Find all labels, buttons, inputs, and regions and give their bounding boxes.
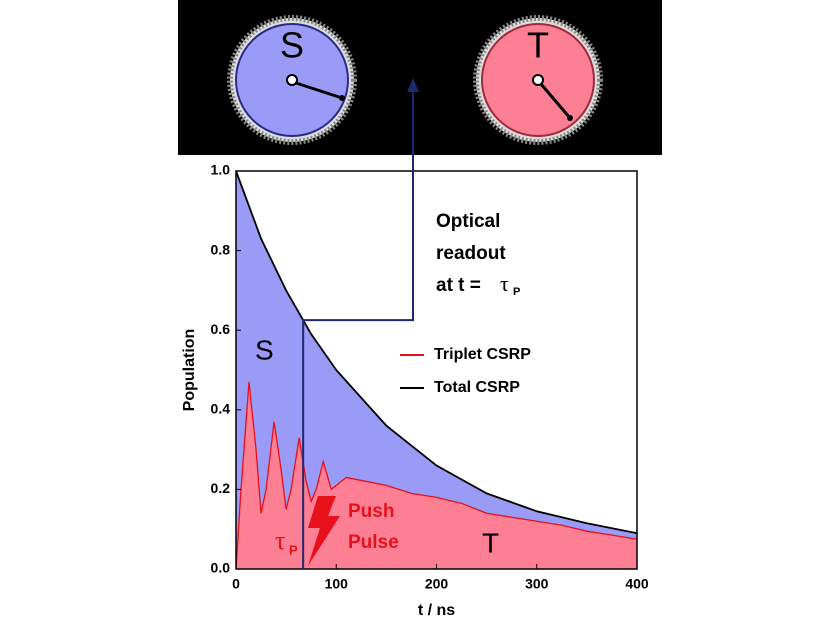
triplet-clock [473,15,603,145]
annotation: Push [348,501,394,522]
area-fill [236,381,637,569]
y-tick-label: 0.0 [211,560,231,576]
area-fill [236,171,637,569]
annotation: readout [436,243,506,264]
x-axis-label: t / ns [418,602,455,619]
series-line [235,381,638,570]
annotation: τ [500,271,509,296]
x-tick-label: 200 [425,576,449,592]
annotation: P [513,286,520,298]
legend-label: Total CSRP [434,379,520,396]
annotation: P [289,542,298,557]
x-tick-label: 0 [232,576,240,592]
legend-label: Triplet CSRP [434,346,531,363]
annotation: Pulse [348,532,399,553]
y-tick-label: 0.6 [211,321,231,337]
x-tick-label: 100 [325,576,349,592]
readout-path [302,82,414,569]
arrow-head [407,78,419,92]
annotation: T [482,527,499,558]
x-tick-label: 400 [625,576,649,592]
x-tick-label: 300 [525,576,549,592]
clock-label: T [527,25,549,66]
y-tick-label: 0.4 [211,401,231,417]
annotation: S [255,334,274,365]
y-tick-label: 0.2 [211,480,231,496]
singlet-clock [227,15,357,145]
y-axis-label: Population [181,329,198,412]
clock-label: S [280,25,304,66]
lightning [308,496,340,566]
annotation: Optical [436,211,500,232]
y-tick-label: 1.0 [211,162,231,178]
annotation: τ [275,526,285,555]
annotation: at t = [436,275,481,296]
series-line [235,170,638,535]
y-tick-label: 0.8 [211,241,231,257]
